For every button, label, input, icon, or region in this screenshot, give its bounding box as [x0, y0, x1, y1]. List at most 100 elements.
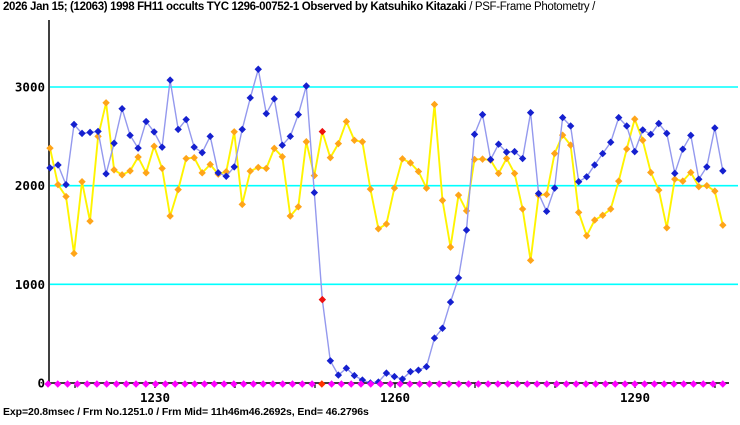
comparison-star-point	[647, 168, 655, 177]
frame-markers-point	[249, 380, 258, 388]
comparison-star-point	[550, 149, 559, 158]
comparison-star-point	[574, 208, 583, 217]
comparison-star-point	[687, 168, 695, 177]
frame-markers-point	[386, 380, 394, 388]
target-with-asteroid-point	[454, 274, 463, 282]
frame-markers-point	[494, 380, 502, 388]
target-with-asteroid-point	[222, 172, 230, 180]
comparison-star-point	[246, 167, 254, 175]
target-with-asteroid-point	[518, 154, 527, 163]
frame-markers-point	[533, 380, 541, 388]
comparison-star-point	[230, 128, 238, 136]
target-with-asteroid-point	[486, 155, 495, 164]
target-with-asteroid-point	[590, 161, 599, 169]
comparison-star-point	[326, 153, 335, 162]
frame-markers-point	[719, 380, 727, 388]
target-with-asteroid-point	[86, 128, 94, 137]
x-tick-label-1260: 1260	[380, 390, 410, 405]
target-with-asteroid-point	[687, 131, 695, 140]
target-with-asteroid-point	[334, 371, 343, 379]
frame-markers-point	[572, 380, 580, 388]
comparison-star-point	[70, 249, 78, 258]
frame-markers-point	[503, 380, 512, 388]
target-with-asteroid-point	[631, 147, 639, 156]
frame-markers-point	[161, 380, 170, 388]
target-with-asteroid-point	[142, 117, 150, 126]
frame-markers-point	[484, 380, 492, 388]
y-tick-labels: 0 1000 2000 3000	[15, 79, 45, 390]
comparison-star-point	[310, 171, 319, 180]
target-with-asteroid-point	[158, 143, 166, 151]
comparison-star-point	[398, 155, 407, 163]
frame-markers-point	[54, 380, 62, 388]
chart-title: 2026 Jan 15; (12063) 1998 FH11 occults T…	[3, 1, 595, 13]
frame-markers-point	[327, 380, 336, 388]
frame-markers-point	[63, 380, 72, 388]
target-with-asteroid-point	[679, 145, 687, 153]
target-with-asteroid-point	[390, 372, 399, 381]
target-with-asteroid-point	[446, 298, 455, 306]
comparison-star-point	[598, 211, 607, 219]
comparison-star-point	[703, 181, 711, 190]
comparison-star-point	[607, 205, 615, 213]
target-with-asteroid-point	[78, 129, 86, 138]
comparison-star-point	[334, 139, 343, 148]
frame-markers-point	[621, 380, 629, 388]
target-with-asteroid-point	[566, 122, 575, 130]
target-with-asteroid-point	[46, 164, 54, 172]
frame-markers-point	[455, 380, 463, 388]
frame-markers-point	[611, 380, 619, 388]
target-with-asteroid-highlight-point	[318, 295, 327, 304]
target-with-asteroid-point	[230, 163, 238, 171]
target-with-asteroid-point	[198, 148, 206, 157]
target-with-asteroid-point	[534, 189, 543, 198]
target-with-asteroid-point	[695, 175, 703, 183]
comparison-star-point	[438, 196, 447, 205]
target-with-asteroid-point	[655, 119, 663, 128]
frame-markers-point	[650, 380, 659, 388]
comparison-star-point	[286, 212, 294, 220]
comparison-star-point	[623, 145, 631, 153]
frame-markers-point	[83, 380, 91, 388]
target-with-asteroid-point	[502, 148, 511, 156]
frame-markers-point	[44, 380, 52, 388]
comparison-star-point	[78, 178, 86, 186]
frame-markers-point	[367, 380, 375, 388]
target-with-asteroid-point	[238, 125, 246, 134]
comparison-star-point	[86, 217, 94, 225]
frame-markers-point	[591, 380, 600, 388]
comparison-star-point	[158, 164, 166, 173]
comparison-star-point	[695, 182, 703, 191]
comparison-star-point	[118, 171, 126, 179]
comparison-star-point	[206, 160, 214, 169]
comparison-star-point	[406, 159, 415, 167]
target-with-asteroid-point	[623, 122, 631, 130]
comparison-star-point	[655, 186, 663, 194]
frame-markers-point	[142, 380, 150, 388]
target-with-asteroid-point	[703, 163, 711, 171]
comparison-star-point	[166, 212, 174, 220]
target-with-asteroid-point	[663, 129, 671, 138]
target-with-asteroid-point	[246, 94, 254, 102]
target-with-asteroid-point	[671, 169, 679, 178]
target-with-asteroid-point	[286, 132, 294, 141]
comparison-star-point	[719, 221, 727, 229]
comparison-star-point	[110, 166, 118, 174]
frame-markers-point	[464, 380, 473, 388]
target-with-asteroid-point	[494, 140, 503, 148]
frame-markers-point	[680, 380, 688, 388]
frame-markers-point	[689, 380, 698, 388]
frame-markers-point	[513, 380, 522, 388]
y-tick-label-0: 0	[37, 376, 45, 391]
comparison-star-point	[182, 154, 190, 163]
target-with-asteroid-point	[639, 126, 647, 134]
target-with-asteroid-point	[598, 149, 607, 158]
frame-markers-point	[337, 380, 346, 388]
comparison-star-point	[366, 185, 375, 193]
x-tick-label-1230: 1230	[140, 390, 170, 405]
comparison-star-point	[262, 164, 270, 173]
frame-markers-point	[230, 380, 238, 388]
frame-markers-point	[543, 380, 551, 388]
target-with-asteroid-point	[342, 364, 351, 372]
target-with-asteroid-point	[430, 334, 439, 342]
